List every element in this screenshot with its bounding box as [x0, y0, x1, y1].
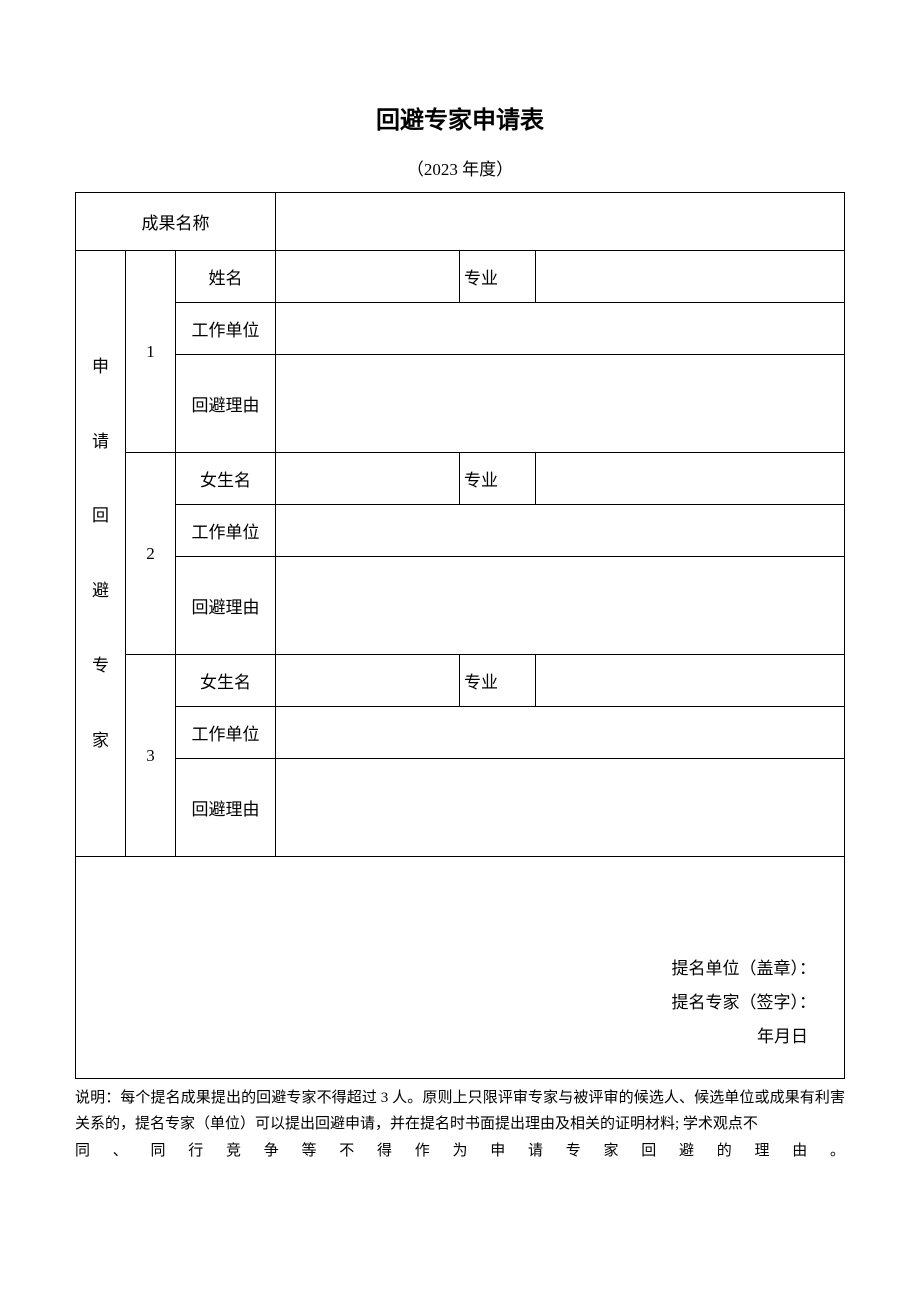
expert3-reason-label: 回避理由	[176, 759, 276, 857]
expert1-major-value	[536, 251, 845, 303]
expert2-reason-label: 回避理由	[176, 557, 276, 655]
expert1-name-row: 申请回避专家 1 姓名 专业	[76, 251, 845, 303]
footnote-text-2: 同、同行竞争等不得作为申请专家回避的理由。	[75, 1138, 845, 1164]
signature-cell: 提名单位（盖章）： 提名专家（签字）： 年月日	[76, 857, 845, 1079]
page-title: 回避专家申请表	[75, 100, 845, 135]
expert3-unit-label: 工作单位	[176, 707, 276, 759]
signature-block: 提名单位（盖章）： 提名专家（签字）： 年月日	[672, 952, 817, 1054]
expert-sign-label: 提名专家（签字）：	[672, 986, 817, 1020]
expert1-unit-value	[276, 303, 845, 355]
section-label: 申请回避专家	[76, 251, 126, 857]
expert2-unit-label: 工作单位	[176, 505, 276, 557]
expert3-name-row: 3 女生名 专业	[76, 655, 845, 707]
footnote-text-1: 说明：每个提名成果提出的回避专家不得超过 3 人。原则上只限评审专家与被评审的候…	[75, 1085, 845, 1138]
expert3-major-value	[536, 655, 845, 707]
expert2-reason-value	[276, 557, 845, 655]
expert1-reason-row: 回避理由	[76, 355, 845, 453]
date-label: 年月日	[672, 1020, 817, 1054]
achievement-label: 成果名称	[76, 193, 276, 251]
expert1-reason-value	[276, 355, 845, 453]
expert1-reason-label: 回避理由	[176, 355, 276, 453]
expert3-reason-row: 回避理由	[76, 759, 845, 857]
expert2-name-row: 2 女生名 专业	[76, 453, 845, 505]
expert2-reason-row: 回避理由	[76, 557, 845, 655]
expert3-major-label: 专业	[460, 655, 536, 707]
expert1-name-label: 姓名	[176, 251, 276, 303]
achievement-value	[276, 193, 845, 251]
expert1-unit-row: 工作单位	[76, 303, 845, 355]
expert3-name-label: 女生名	[176, 655, 276, 707]
expert3-reason-value	[276, 759, 845, 857]
achievement-row: 成果名称	[76, 193, 845, 251]
expert3-unit-value	[276, 707, 845, 759]
signature-row: 提名单位（盖章）： 提名专家（签字）： 年月日	[76, 857, 845, 1079]
expert2-name-label: 女生名	[176, 453, 276, 505]
expert1-major-label: 专业	[460, 251, 536, 303]
expert2-unit-row: 工作单位	[76, 505, 845, 557]
expert2-major-value	[536, 453, 845, 505]
expert1-name-value	[276, 251, 460, 303]
expert2-unit-value	[276, 505, 845, 557]
page-subtitle: （2023 年度）	[75, 155, 845, 180]
expert2-number: 2	[126, 453, 176, 655]
expert1-number: 1	[126, 251, 176, 453]
unit-seal-label: 提名单位（盖章）：	[672, 952, 817, 986]
expert2-name-value	[276, 453, 460, 505]
expert3-unit-row: 工作单位	[76, 707, 845, 759]
expert3-number: 3	[126, 655, 176, 857]
expert1-unit-label: 工作单位	[176, 303, 276, 355]
expert3-name-value	[276, 655, 460, 707]
expert2-major-label: 专业	[460, 453, 536, 505]
application-table: 成果名称 申请回避专家 1 姓名 专业 工作单位 回避理由 2 女生名 专业 工…	[75, 192, 845, 1079]
